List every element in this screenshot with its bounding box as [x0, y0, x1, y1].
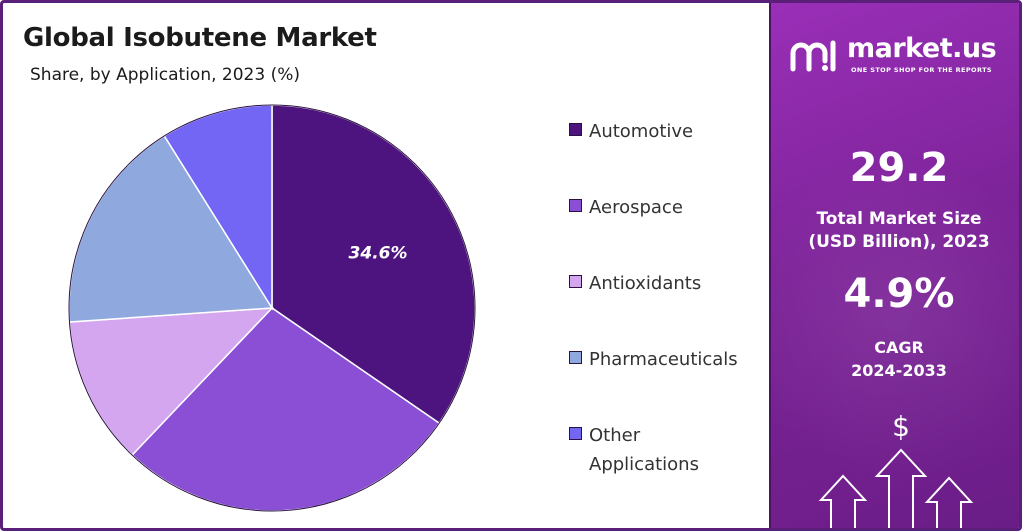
legend-item-other-applications: Other Applications — [569, 421, 769, 479]
legend-swatch-automotive — [569, 123, 582, 136]
pie-outline — [68, 104, 476, 512]
brand-tagline: ONE STOP SHOP FOR THE REPORTS — [851, 66, 992, 74]
summary-panel: market.us ONE STOP SHOP FOR THE REPORTS … — [769, 3, 1019, 528]
chart-title: Global Isobutene Market — [23, 23, 377, 53]
legend-swatch-other-applications — [569, 427, 582, 440]
chart-subtitle: Share, by Application, 2023 (%) — [30, 65, 300, 85]
brand-logo: market.us ONE STOP SHOP FOR THE REPORTS — [789, 33, 1011, 83]
legend-label-automotive: Automotive — [589, 121, 694, 142]
cagr-label: CAGR 2024-2033 — [771, 336, 1019, 382]
data-label-automotive: 34.6% — [349, 243, 408, 263]
background-glow — [771, 153, 1019, 483]
dollar-symbol: $ — [892, 410, 910, 443]
legend-swatch-antioxidants — [569, 275, 582, 288]
cagr-label-line2: 2024-2033 — [851, 361, 947, 380]
market-us-logo-icon — [790, 40, 836, 72]
pie-chart: 34.6% — [68, 104, 476, 512]
legend-label-pharmaceuticals: Pharmaceuticals — [589, 349, 738, 370]
market-size-label-line2: (USD Billion), 2023 — [808, 232, 990, 252]
legend-label-other-line1: Other — [589, 425, 641, 446]
market-size-label: Total Market Size (USD Billion), 2023 — [771, 208, 1019, 254]
legend-swatch-pharmaceuticals — [569, 351, 582, 364]
legend-item-automotive: Automotive — [569, 117, 769, 146]
legend-item-antioxidants: Antioxidants — [569, 269, 769, 298]
market-size-value: 29.2 — [849, 145, 949, 191]
legend-swatch-aerospace — [569, 199, 582, 212]
legend-label-other-line2: Applications — [589, 454, 699, 475]
growth-arrows-icon: $ — [818, 410, 974, 528]
cagr-label-line1: CAGR — [874, 338, 924, 357]
brand-name: market.us — [847, 33, 997, 64]
chart-panel: Global Isobutene Market Share, by Applic… — [3, 3, 769, 528]
legend-label-antioxidants: Antioxidants — [589, 273, 702, 294]
legend-item-pharmaceuticals: Pharmaceuticals — [569, 345, 769, 374]
legend-label-other-applications: Other Applications — [589, 421, 769, 479]
cagr-value: 4.9% — [843, 271, 955, 317]
market-size-label-line1: Total Market Size — [816, 209, 982, 229]
legend-item-aerospace: Aerospace — [569, 193, 769, 222]
legend-label-aerospace: Aerospace — [589, 197, 683, 218]
